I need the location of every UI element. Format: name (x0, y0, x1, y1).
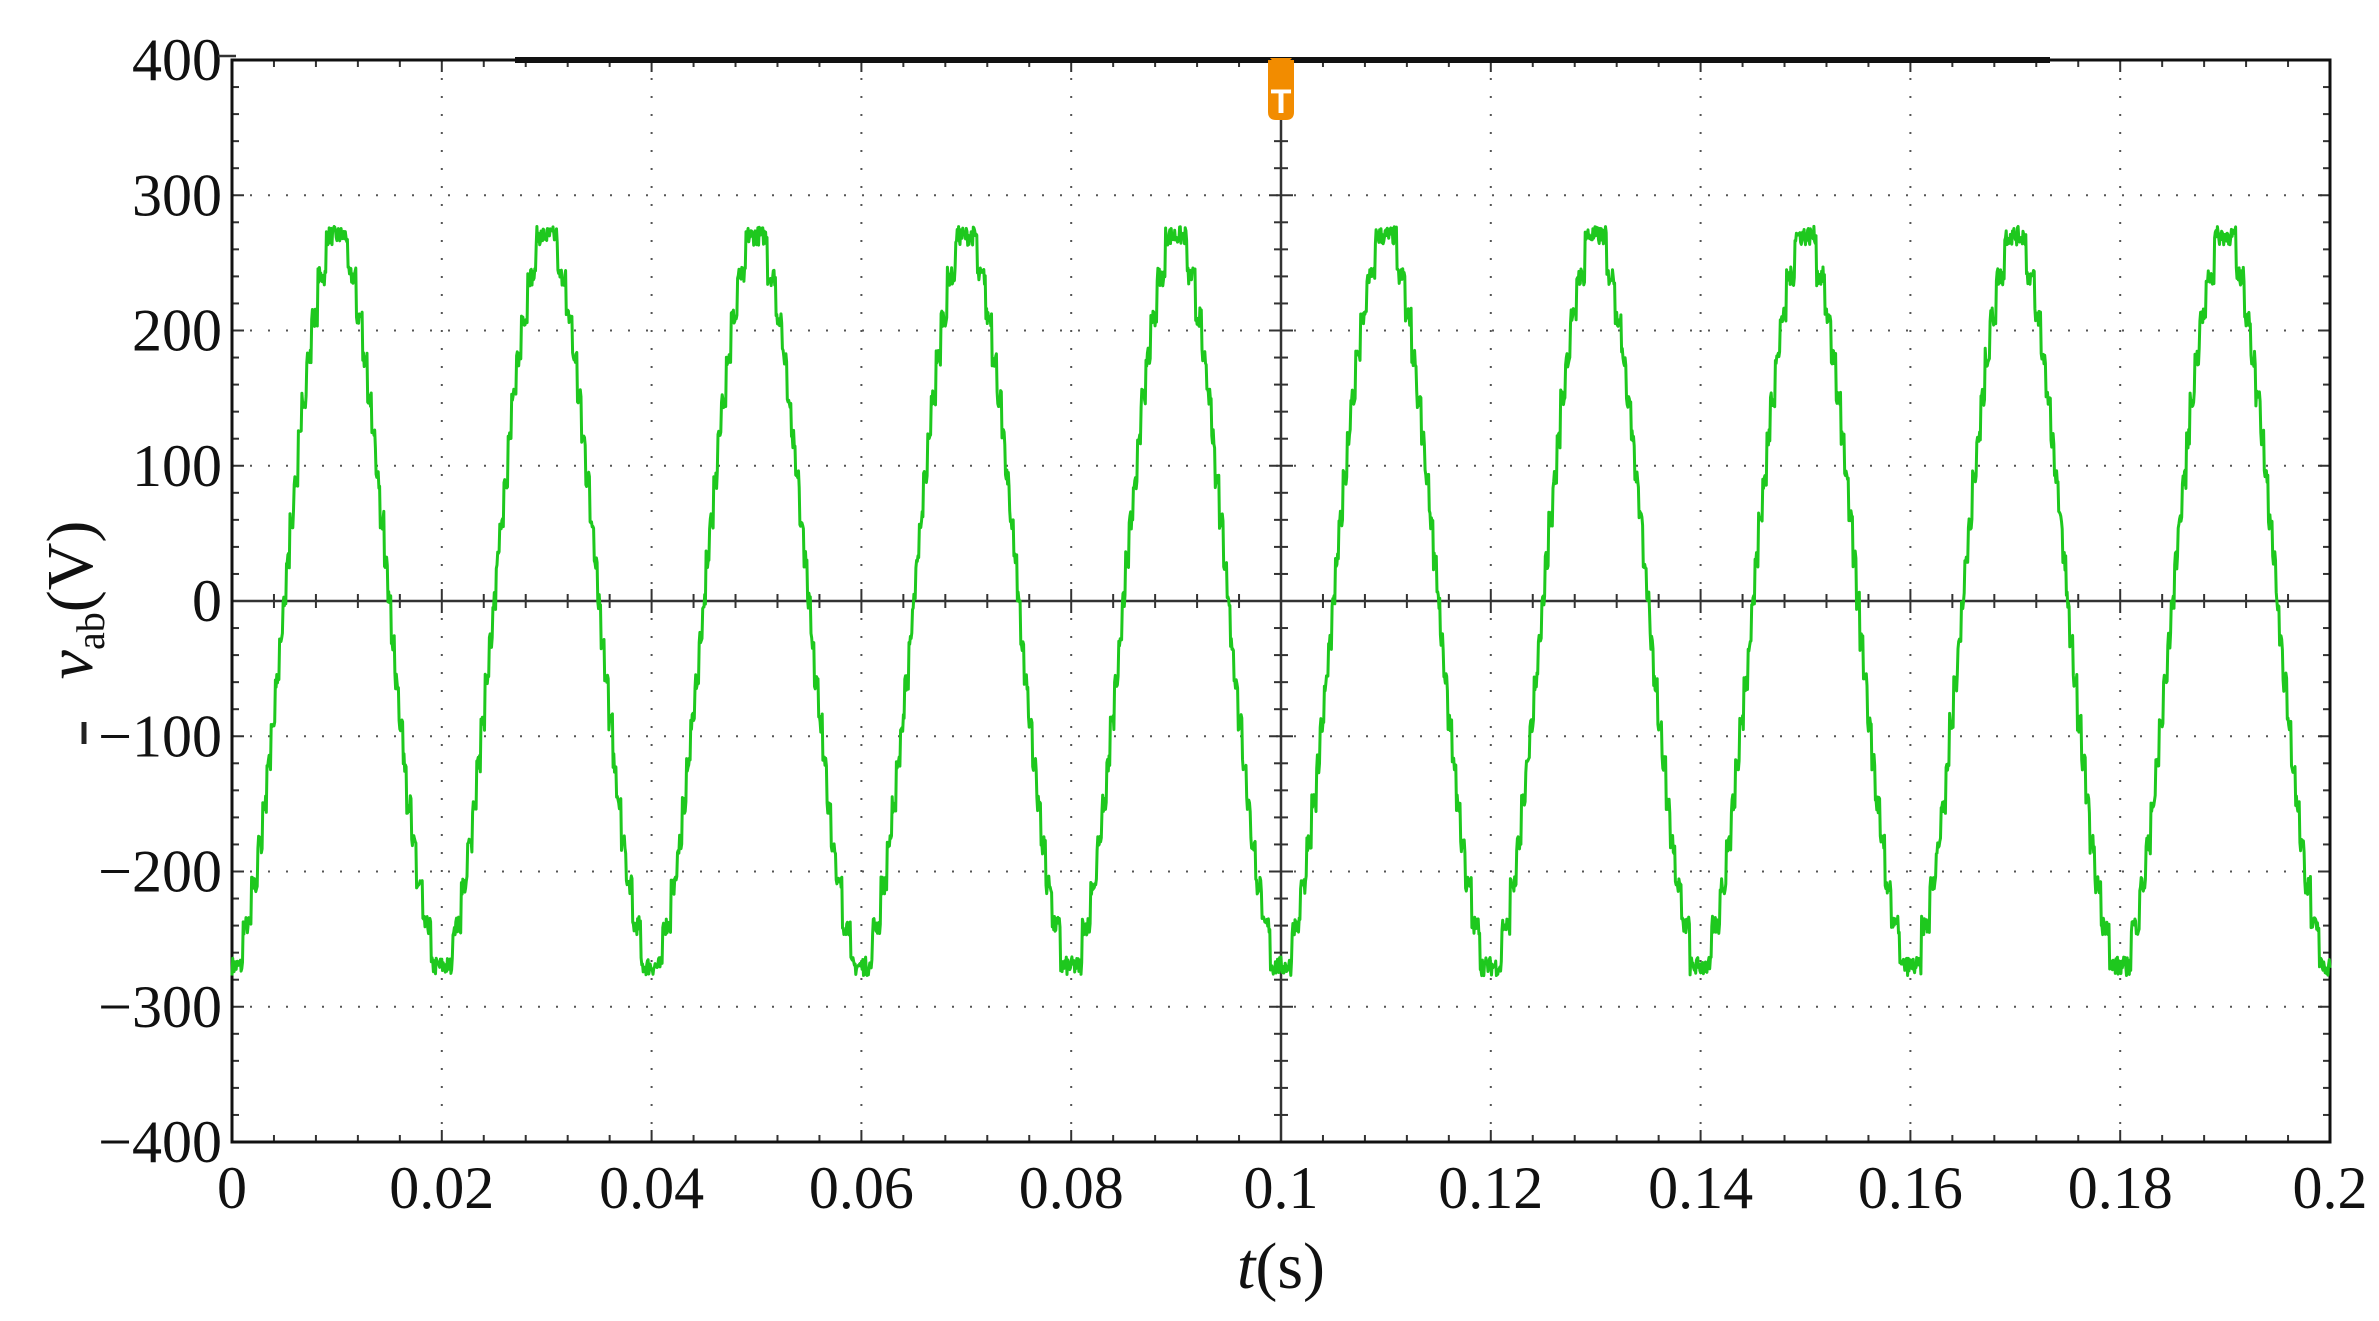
x-tick-label: 0.12 (1438, 1155, 1543, 1221)
y-tick-label: 100 (132, 433, 222, 499)
y-tick-labels: 400 300 200 100 0 −100 −200 −300 −400 (81, 27, 236, 1175)
y-tick-label: 400 (132, 27, 222, 93)
series-trace (230, 224, 2332, 978)
trigger-marker: T (1268, 58, 1294, 121)
x-axis-unit: (s) (1255, 1230, 1325, 1303)
y-tick-label: 300 (132, 162, 222, 228)
x-tick-label: 0.16 (1858, 1155, 1963, 1221)
trigger-marker-shape (1268, 60, 1294, 120)
x-axis-title: t(s) (1237, 1230, 1325, 1303)
y-tick-label: −300 (98, 974, 222, 1040)
y-tick-label: 0 (192, 568, 222, 634)
y-axis-unit: (V) (34, 521, 107, 613)
x-axis-var: t (1237, 1230, 1257, 1303)
x-tick-label: 0.06 (809, 1155, 914, 1221)
x-tick-label: 0 (217, 1155, 247, 1221)
y-tick-label: 200 (132, 298, 222, 364)
x-tick-label: 0.18 (2068, 1155, 2173, 1221)
x-tick-label: 0.02 (389, 1155, 494, 1221)
y-tick-label: −200 (98, 839, 222, 905)
x-tick-label: 0.1 (1244, 1155, 1319, 1221)
trigger-arrow-shape (1270, 58, 1292, 70)
y-tick-label: −100 (98, 703, 222, 769)
y-axis-var: v (34, 649, 107, 679)
x-tick-label: 0.04 (599, 1155, 704, 1221)
x-tick-labels: 0 0.02 0.04 0.06 0.08 0.1 0.12 0.14 0.16 0.18 0.2 (217, 1155, 2368, 1221)
y-axis-sub: ab (68, 612, 113, 650)
y-axis-title: vab(V) (34, 521, 113, 680)
x-tick-label: 0.08 (1019, 1155, 1124, 1221)
y-tick-label: −400 (98, 1109, 222, 1175)
trigger-marker-label: T (1271, 83, 1292, 121)
x-tick-label: 0.2 (2293, 1155, 2368, 1221)
x-tick-label: 0.14 (1648, 1155, 1753, 1221)
